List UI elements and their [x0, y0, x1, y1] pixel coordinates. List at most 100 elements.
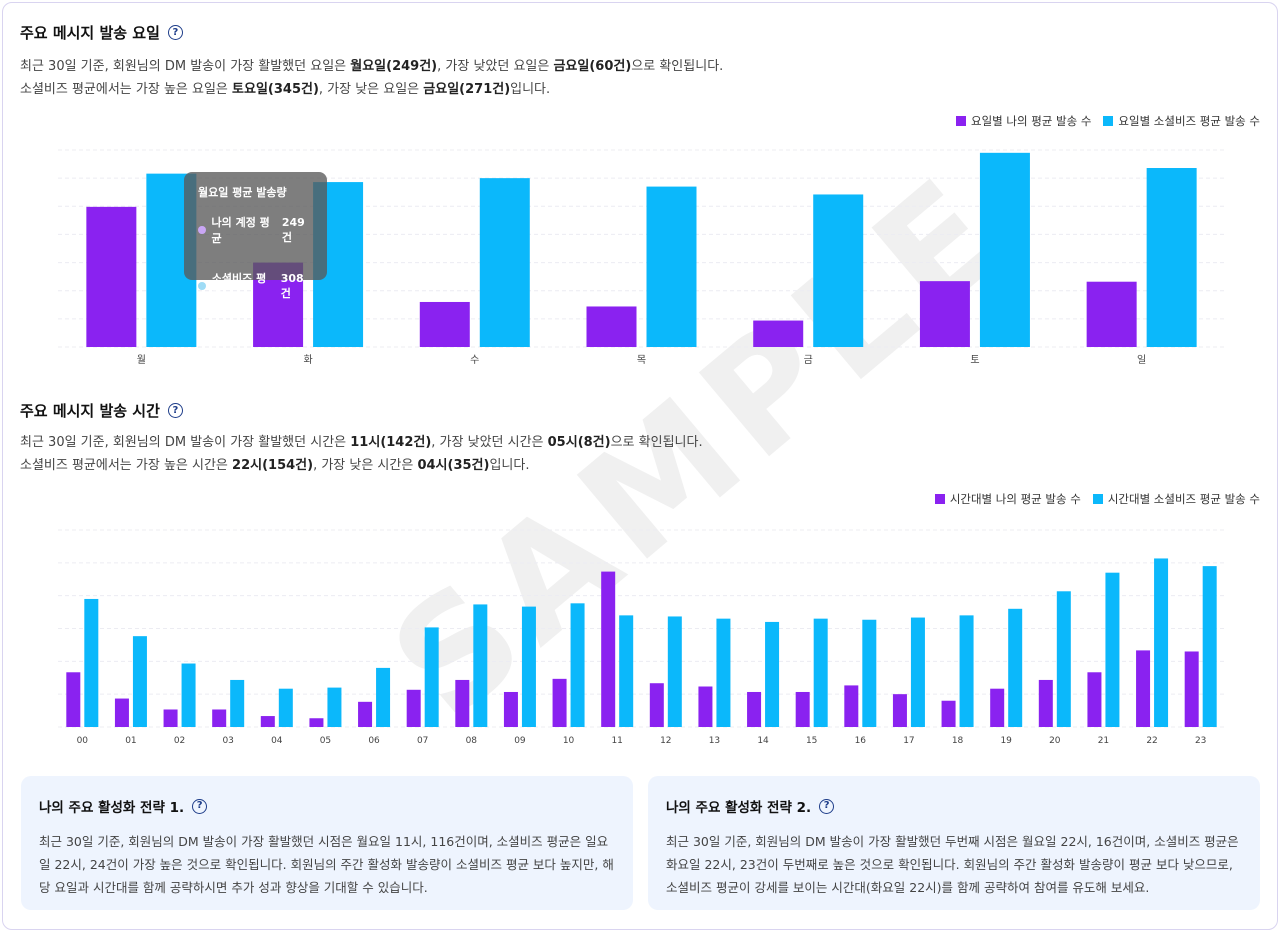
- strategy-card-1-title: 나의 주요 활성화 전략 1. ?: [39, 796, 615, 816]
- bar-mine-19[interactable]: [990, 688, 1005, 727]
- bar-mine-04[interactable]: [260, 716, 275, 727]
- bar-mine-11[interactable]: [601, 571, 616, 727]
- bar-avg-01[interactable]: [132, 636, 147, 727]
- bar-mine-08[interactable]: [455, 679, 470, 727]
- bar-mine-일[interactable]: [1086, 281, 1137, 347]
- x-tick-label: 수: [470, 354, 479, 366]
- bar-avg-08[interactable]: [473, 604, 488, 727]
- question-circle-icon[interactable]: ?: [192, 798, 208, 814]
- bar-mine-03[interactable]: [212, 709, 227, 727]
- x-tick-label: 06: [368, 736, 380, 746]
- bar-mine-02[interactable]: [163, 709, 178, 727]
- strategy-card-2-title: 나의 주요 활성화 전략 2. ?: [666, 796, 1242, 816]
- legend-avg-swatch: [1092, 494, 1103, 504]
- bar-avg-23[interactable]: [1202, 566, 1217, 727]
- bar-avg-목[interactable]: [646, 186, 697, 347]
- bar-mine-18[interactable]: [941, 700, 956, 727]
- x-tick-label: 11: [611, 736, 622, 746]
- bar-avg-00[interactable]: [84, 598, 99, 727]
- hour-chart: 00 01 02 03 04 05 06 07 08 09 10 11 12 13 14 15 16 17 18 19…: [58, 529, 1225, 746]
- bar-mine-22[interactable]: [1136, 650, 1151, 727]
- bar-avg-21[interactable]: [1105, 572, 1120, 727]
- section-title-hour: 주요 메시지 발송 시간 ?: [20, 400, 183, 421]
- bar-avg-수[interactable]: [479, 178, 530, 347]
- bar-avg-15[interactable]: [813, 618, 828, 727]
- bar-avg-06[interactable]: [376, 667, 391, 727]
- legend-mine-label: 시간대별 나의 평균 발송 수: [949, 492, 1081, 506]
- bar-mine-05[interactable]: [309, 718, 324, 727]
- bar-avg-10[interactable]: [570, 603, 585, 727]
- x-tick-label: 15: [806, 736, 817, 746]
- bar-mine-12[interactable]: [649, 683, 664, 727]
- bar-mine-17[interactable]: [892, 694, 907, 727]
- bar-avg-05[interactable]: [327, 687, 342, 727]
- strategy-card-1-body: 최근 30일 기준, 회원님의 DM 발송이 가장 활발했던 시점은 월요일 1…: [39, 834, 614, 895]
- bar-mine-00[interactable]: [66, 672, 81, 727]
- bar-mine-20[interactable]: [1038, 679, 1053, 727]
- question-circle-icon[interactable]: ?: [167, 403, 183, 418]
- bar-avg-03[interactable]: [230, 679, 245, 727]
- bar-mine-15[interactable]: [795, 691, 810, 727]
- x-tick-label: 21: [1098, 736, 1109, 746]
- bar-mine-07[interactable]: [406, 689, 421, 727]
- question-circle-icon[interactable]: ?: [167, 25, 183, 40]
- bar-avg-16[interactable]: [862, 619, 877, 727]
- bar-avg-20[interactable]: [1056, 591, 1071, 727]
- bar-mine-금[interactable]: [753, 320, 804, 347]
- bar-avg-18[interactable]: [959, 615, 974, 727]
- tooltip-row-avg: 소셜비즈 평균 308건: [198, 270, 313, 302]
- bar-mine-16[interactable]: [844, 685, 859, 727]
- bar-mine-21[interactable]: [1087, 672, 1102, 727]
- bar-mine-14[interactable]: [747, 691, 762, 727]
- bar-avg-금[interactable]: [813, 194, 864, 347]
- bar-mine-10[interactable]: [552, 678, 567, 727]
- chart-tooltip: 월요일 평균 발송량 나의 계정 평균 249건 소셜비즈 평균 308건: [184, 172, 327, 301]
- bar-avg-토[interactable]: [979, 152, 1030, 347]
- x-tick-label: 17: [903, 736, 914, 746]
- x-tick-label: 10: [563, 736, 575, 746]
- x-tick-label: 02: [174, 736, 185, 746]
- x-tick-label: 03: [222, 736, 233, 746]
- legend-avg-label: 요일별 소셜비즈 평균 발송 수: [1118, 114, 1260, 128]
- section-title-weekday-text: 주요 메시지 발송 요일: [20, 24, 160, 42]
- x-tick-label: 16: [855, 736, 867, 746]
- bar-avg-11[interactable]: [619, 615, 634, 727]
- bar-avg-17[interactable]: [910, 617, 925, 727]
- bar-mine-06[interactable]: [358, 701, 373, 727]
- x-tick-label: 09: [514, 736, 526, 746]
- bar-mine-월[interactable]: [86, 206, 137, 347]
- bar-avg-07[interactable]: [424, 627, 439, 727]
- bar-mine-23[interactable]: [1184, 651, 1199, 727]
- bar-mine-01[interactable]: [114, 698, 129, 727]
- weekday-legend: 요일별 나의 평균 발송 수 요일별 소셜비즈 평균 발송 수: [955, 113, 1260, 129]
- bar-mine-09[interactable]: [503, 691, 518, 727]
- x-tick-label: 일: [1137, 354, 1146, 366]
- bar-avg-02[interactable]: [181, 663, 196, 727]
- legend-avg[interactable]: 요일별 소셜비즈 평균 발송 수: [1103, 113, 1260, 129]
- bar-avg-04[interactable]: [278, 688, 293, 727]
- bar-mine-13[interactable]: [698, 686, 713, 727]
- bar-avg-22[interactable]: [1154, 558, 1169, 727]
- x-tick-label: 14: [757, 736, 769, 746]
- legend-mine[interactable]: 시간대별 나의 평균 발송 수: [934, 491, 1081, 507]
- x-tick-label: 04: [271, 736, 283, 746]
- x-tick-label: 19: [1000, 736, 1012, 746]
- strategy-card-2-body: 최근 30일 기준, 회원님의 DM 발송이 가장 활발했던 두번째 시점은 월…: [666, 834, 1239, 895]
- bar-avg-일[interactable]: [1146, 168, 1197, 347]
- bar-mine-수[interactable]: [419, 301, 470, 347]
- bar-avg-19[interactable]: [1008, 608, 1023, 727]
- bar-mine-목[interactable]: [586, 306, 637, 347]
- question-circle-icon[interactable]: ?: [819, 798, 835, 814]
- legend-avg[interactable]: 시간대별 소셜비즈 평균 발송 수: [1092, 491, 1260, 507]
- bar-avg-14[interactable]: [765, 621, 780, 727]
- x-tick-label: 화: [303, 354, 312, 366]
- section-title-weekday: 주요 메시지 발송 요일 ?: [20, 22, 183, 43]
- bar-avg-09[interactable]: [521, 606, 536, 727]
- legend-mine-swatch: [934, 494, 945, 504]
- bar-avg-12[interactable]: [667, 616, 682, 727]
- strategy-card-2: 나의 주요 활성화 전략 2. ? 최근 30일 기준, 회원님의 DM 발송이…: [648, 776, 1260, 910]
- legend-avg-label: 시간대별 소셜비즈 평균 발송 수: [1107, 492, 1260, 506]
- bar-avg-13[interactable]: [716, 618, 731, 727]
- bar-mine-토[interactable]: [919, 281, 970, 347]
- legend-mine[interactable]: 요일별 나의 평균 발송 수: [955, 113, 1091, 129]
